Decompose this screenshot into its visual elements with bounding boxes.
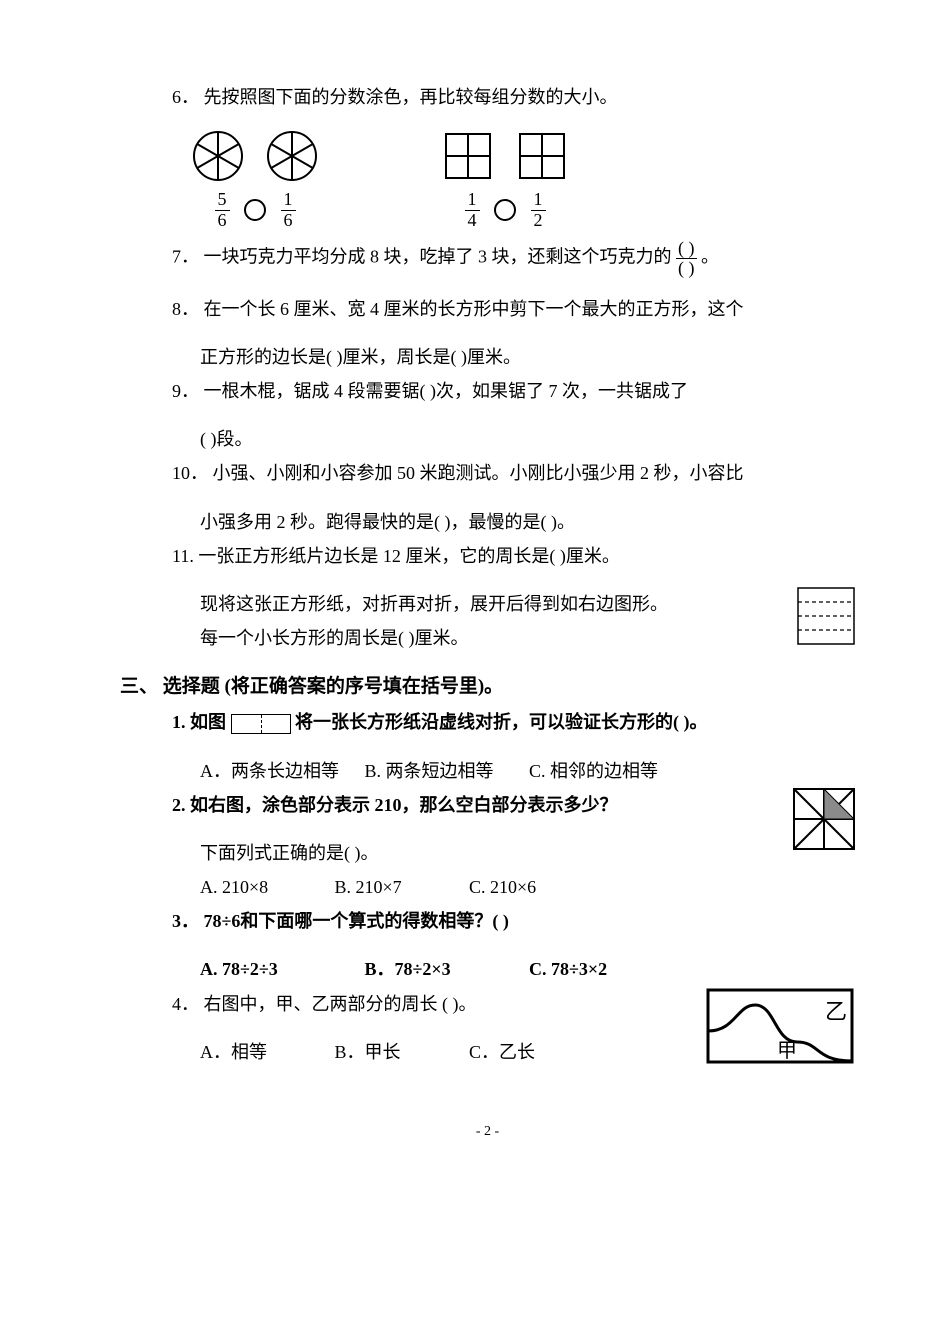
option-a[interactable]: A．两条长边相等 <box>200 754 360 788</box>
q8-line2: 正方形的边长是( )厘米，周长是( )厘米。 <box>200 340 855 374</box>
c2-line1: 如右图，涂色部分表示 210，那么空白部分表示多少？ <box>190 795 618 815</box>
fraction: 1 4 <box>465 190 480 231</box>
q11-figure <box>797 587 855 645</box>
grid-square-icon <box>514 128 570 184</box>
label-jia: 甲 <box>777 1040 797 1062</box>
q7-text-b: 。 <box>701 246 719 266</box>
question-7: 7． 一块巧克力平均分成 8 块，吃掉了 3 块，还剩这个巧克力的 ( ) ( … <box>172 239 855 278</box>
blank-fraction[interactable]: ( ) ( ) <box>676 239 697 278</box>
q9-line2: ( )段。 <box>200 422 855 456</box>
q9-number: 9． <box>172 381 199 401</box>
c3-text: 78÷6和下面哪一个算式的得数相等？( ) <box>204 911 509 931</box>
c2-figure <box>793 788 855 850</box>
c1-options: A．两条长边相等 B. 两条短边相等 C. 相邻的边相等 <box>200 754 855 788</box>
choice-2: 2. 如右图，涂色部分表示 210，那么空白部分表示多少？ <box>172 788 855 822</box>
q9-line1: 一根木棍，锯成 4 段需要锯( )次，如果锯了 7 次，一共锯成了 <box>204 381 689 401</box>
label-yi: 乙 <box>825 999 847 1024</box>
q10-line1: 小强、小刚和小容参加 50 米跑测试。小刚比小强少用 2 秒，小容比 <box>213 463 744 483</box>
fraction: 1 2 <box>531 190 546 231</box>
c4-number: 4． <box>172 994 199 1014</box>
q7-text-a: 一块巧克力平均分成 8 块，吃掉了 3 块，还剩这个巧克力的 <box>204 246 672 266</box>
choice-1: 1. 如图 将一张长方形纸沿虚线对折，可以验证长方形的( )。 <box>172 705 855 739</box>
q10-number: 10． <box>172 463 208 483</box>
q11-line3: 每一个小长方形的周长是( )厘米。 <box>200 621 855 655</box>
option-b[interactable]: B．78÷2×3 <box>365 952 525 986</box>
q11-number: 11. <box>172 546 194 566</box>
q8-line1: 在一个长 6 厘米、宽 4 厘米的长方形中剪下一个最大的正方形，这个 <box>204 299 744 319</box>
question-10: 10． 小强、小刚和小容参加 50 米跑测试。小刚比小强少用 2 秒，小容比 <box>172 456 855 490</box>
question-8: 8． 在一个长 6 厘米、宽 4 厘米的长方形中剪下一个最大的正方形，这个 <box>172 292 855 326</box>
q6-figures: 5 6 1 6 1 4 <box>190 128 855 231</box>
page-footer: - 2 - <box>120 1119 855 1146</box>
compare-circle-icon[interactable] <box>244 199 266 221</box>
q11-line2: 现将这张正方形纸，对折再对折，展开后得到如右边图形。 <box>200 587 855 621</box>
q11-line1: 一张正方形纸片边长是 12 厘米，它的周长是( )厘米。 <box>198 546 620 566</box>
pie-circle-icon <box>190 128 246 184</box>
option-a[interactable]: A. 210×8 <box>200 870 330 904</box>
perimeter-rect-icon: 甲 乙 <box>705 987 855 1065</box>
choice-3: 3． 78÷6和下面哪一个算式的得数相等？( ) <box>172 904 855 938</box>
grid-square-icon <box>440 128 496 184</box>
fraction: 5 6 <box>215 190 230 231</box>
c2-number: 2. <box>172 795 186 815</box>
c1-number: 1. <box>172 712 186 732</box>
option-b[interactable]: B. 210×7 <box>335 870 465 904</box>
option-b[interactable]: B．甲长 <box>335 1035 465 1069</box>
q6-pair2: 1 4 1 2 <box>440 128 570 231</box>
c3-number: 3． <box>172 911 199 931</box>
q7-number: 7． <box>172 246 199 266</box>
pie-circle-icon <box>264 128 320 184</box>
dashed-rect-icon <box>231 714 291 734</box>
option-c[interactable]: C. 78÷3×2 <box>529 952 689 986</box>
option-b[interactable]: B. 两条短边相等 <box>365 754 525 788</box>
question-6: 6． 先按照图下面的分数涂色，再比较每组分数的大小。 <box>172 80 855 114</box>
option-a[interactable]: A．相等 <box>200 1035 330 1069</box>
section-3-title: 三、 选择题 (将正确答案的序号填在括号里)。 <box>120 669 855 705</box>
question-9: 9． 一根木棍，锯成 4 段需要锯( )次，如果锯了 7 次，一共锯成了 <box>172 374 855 408</box>
c1-text-a: 如图 <box>190 712 226 732</box>
option-c[interactable]: C. 210×6 <box>469 870 599 904</box>
c4-figure: 甲 乙 <box>705 987 855 1065</box>
q8-number: 8． <box>172 299 199 319</box>
option-a[interactable]: A. 78÷2÷3 <box>200 952 360 986</box>
c2-options: A. 210×8 B. 210×7 C. 210×6 <box>200 870 855 904</box>
c2-line2: 下面列式正确的是( )。 <box>200 836 855 870</box>
c3-options: A. 78÷2÷3 B．78÷2×3 C. 78÷3×2 <box>200 952 855 986</box>
q10-line2: 小强多用 2 秒。跑得最快的是( )，最慢的是( )。 <box>200 505 855 539</box>
q6-number: 6． <box>172 87 199 107</box>
c1-text-b: 将一张长方形纸沿虚线对折，可以验证长方形的( )。 <box>295 712 708 732</box>
compare-circle-icon[interactable] <box>494 199 516 221</box>
shaded-grid-icon <box>793 788 855 850</box>
c4-text: 右图中，甲、乙两部分的周长 ( )。 <box>204 994 477 1014</box>
option-c[interactable]: C．乙长 <box>469 1035 599 1069</box>
option-c[interactable]: C. 相邻的边相等 <box>529 754 689 788</box>
folded-square-icon <box>797 587 855 645</box>
q6-text: 先按照图下面的分数涂色，再比较每组分数的大小。 <box>204 87 618 107</box>
q6-pair1: 5 6 1 6 <box>190 128 320 231</box>
question-11: 11. 一张正方形纸片边长是 12 厘米，它的周长是( )厘米。 <box>172 539 855 573</box>
fraction: 1 6 <box>281 190 296 231</box>
